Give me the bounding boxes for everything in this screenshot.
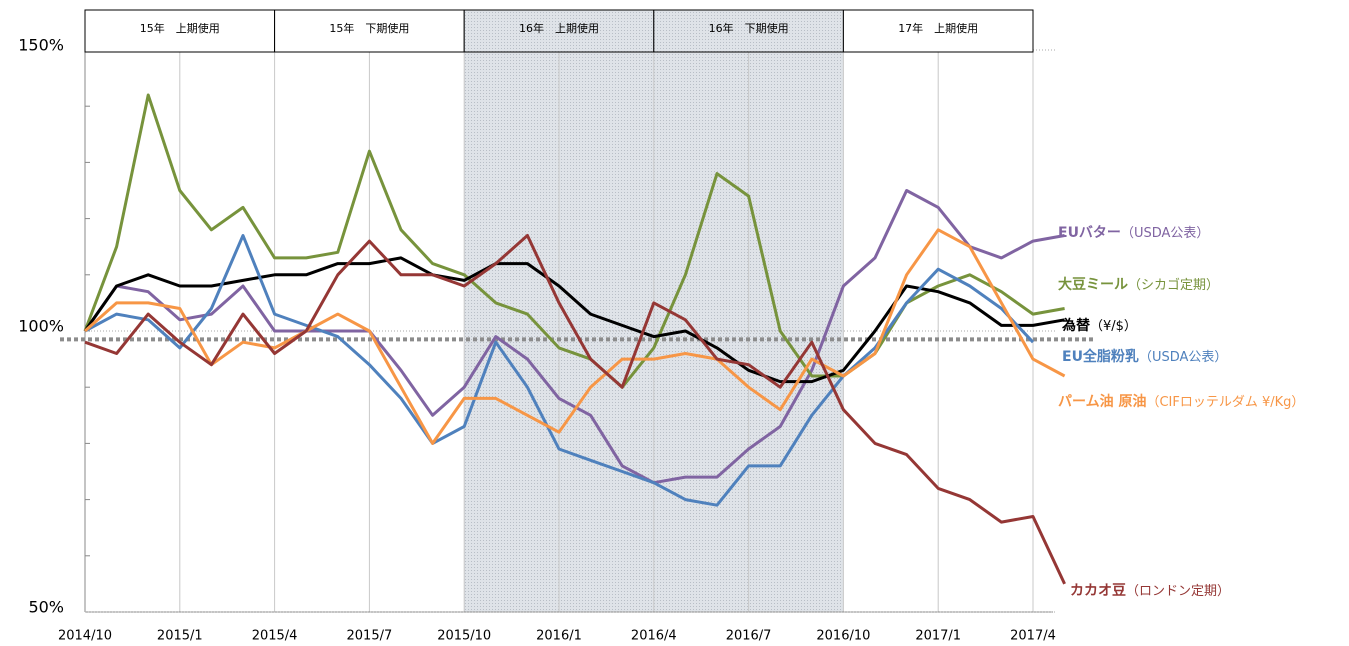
series-note: （ロンドン定期） (1126, 584, 1230, 599)
series-label: 為替（¥/$） (1061, 317, 1137, 334)
series-line (83, 189, 1065, 485)
series-name: EUバター (1058, 225, 1121, 241)
series-note: （¥/$） (1090, 319, 1137, 334)
series-label: 大豆ミール（シカゴ定期） (1058, 276, 1219, 293)
x-tick-label: 2016/4 (631, 629, 677, 644)
period-box (842, 9, 1034, 53)
series-line (84, 234, 1035, 507)
series-note: （USDA公表） (1121, 226, 1209, 241)
series-label: カカオ豆（ロンドン定期） (1070, 583, 1230, 599)
x-tick-label: 2015/4 (252, 629, 298, 644)
series-name: EU全脂粉乳 (1062, 348, 1139, 365)
x-tick-label: 2017/4 (1010, 629, 1056, 644)
series-label: EUバター（USDA公表） (1058, 225, 1209, 241)
period-label: 16年 下期使用 (709, 21, 789, 35)
y-tick-label: 150% (18, 36, 64, 55)
series-line (83, 256, 1065, 384)
x-tick-label: 2016/7 (726, 629, 772, 644)
period-label: 16年 上期使用 (519, 21, 599, 35)
period-box (653, 9, 844, 53)
series-name: 為替 (1061, 317, 1091, 334)
x-tick-label: 2015/7 (347, 629, 393, 644)
series-note: （CIFロッテルダム ¥/Kg） (1146, 395, 1304, 410)
series-line (84, 228, 1066, 445)
x-tick-label: 2016/1 (536, 629, 582, 644)
y-tick-label: 100% (18, 317, 64, 336)
series-name: パーム油 原油 (1058, 393, 1146, 410)
series-label: パーム油 原油（CIFロッテルダム ¥/Kg） (1058, 393, 1304, 410)
series-label: EU全脂粉乳（USDA公表） (1062, 348, 1227, 365)
series-note: （シカゴ定期） (1128, 277, 1219, 293)
x-tick-label: 2016/10 (816, 629, 870, 644)
series-name: カカオ豆 (1070, 583, 1126, 599)
series-name: 大豆ミール (1058, 276, 1128, 293)
period-label: 15年 上期使用 (140, 21, 220, 35)
x-tick-label: 2015/10 (437, 629, 491, 644)
period-box (463, 9, 655, 53)
x-tick-label: 2014/10 (58, 629, 112, 644)
period-label: 17年 上期使用 (898, 21, 978, 35)
period-label: 15年 下期使用 (329, 21, 409, 35)
x-tick-label: 2015/1 (157, 629, 203, 644)
x-tick-label: 2017/1 (915, 629, 961, 644)
y-tick-label: 50% (28, 598, 64, 617)
series-line (84, 234, 1066, 585)
series-note: （USDA公表） (1139, 350, 1227, 365)
period-box (274, 9, 465, 53)
